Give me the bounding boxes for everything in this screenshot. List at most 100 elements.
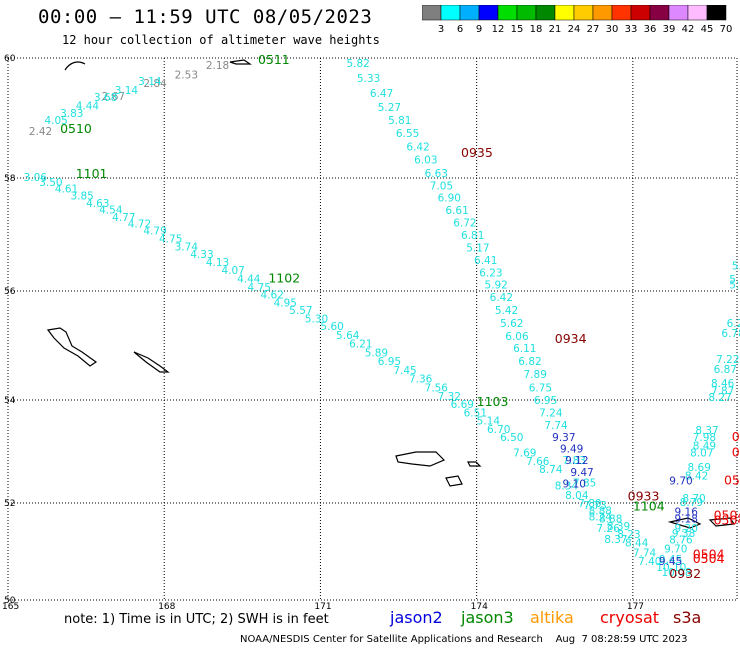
wave-height-label: 8.27: [708, 392, 731, 404]
colorbar-label: 18: [530, 24, 543, 35]
wave-height-label: 7.73: [583, 500, 606, 512]
coastline: [467, 461, 482, 467]
coastline: [46, 327, 98, 367]
pass-time-label: 0504: [714, 512, 740, 527]
wave-height-label: 7.05: [430, 180, 453, 192]
wave-height-label: 6.75: [529, 382, 552, 394]
wave-height-label: 5.84: [729, 280, 740, 292]
pass-time-label: 1104: [633, 498, 665, 513]
pass-time-label: 0933: [628, 488, 660, 503]
wave-height-label: 7.26: [596, 523, 620, 535]
coastline: [395, 451, 446, 467]
pass-time-label: 0504: [693, 546, 725, 561]
pass-time-label: 0503: [732, 445, 740, 460]
wave-height-label: 4.79: [143, 226, 166, 238]
wave-height-label: 5.42: [495, 305, 518, 317]
wave-height-label: 3.85: [70, 190, 93, 202]
wave-height-label: 10.10: [656, 562, 686, 574]
wave-height-label: 8.79: [680, 497, 703, 509]
pass-time-label: 1101: [76, 166, 108, 181]
wave-height-label: 6.95: [534, 395, 557, 407]
lon-label: 171: [314, 602, 331, 612]
wave-height-label: 9.10: [563, 479, 586, 491]
wave-height-label: 5.14: [477, 416, 501, 428]
colorbar-label: 45: [701, 24, 714, 35]
wave-height-label: 9.38: [672, 528, 695, 540]
lon-label: 174: [471, 602, 488, 612]
wave-height-label: 8.24: [589, 511, 613, 523]
lat-label: 52: [4, 499, 15, 509]
wave-height-label: 7.22: [716, 354, 739, 366]
wave-height-label: 6.95: [378, 356, 401, 368]
colorbar-label: 42: [682, 24, 695, 35]
wave-height-label: 4.05: [44, 115, 67, 127]
wave-height-label: 9.70: [669, 475, 692, 487]
wave-height-label: 8.46: [711, 378, 735, 390]
wave-height-label: 5.30: [305, 314, 328, 326]
wave-height-label: 7.56: [425, 382, 449, 394]
wave-height-label: 4.61: [55, 184, 78, 196]
wave-height-label: 5.33: [357, 73, 380, 85]
wave-height-label: 6.81: [461, 230, 484, 242]
wave-height-label: 3.14: [138, 76, 162, 88]
wave-height-label: 8.34: [555, 481, 579, 493]
coastline: [708, 517, 736, 527]
wave-height-label: 4.75: [248, 282, 271, 294]
wave-height-label: 7.32: [438, 391, 461, 403]
wave-height-label: 6.42: [490, 292, 513, 304]
wave-height-label: 7.45: [393, 365, 416, 377]
wave-height-label: 2.18: [206, 60, 229, 72]
wave-height-label: 5.27: [378, 102, 401, 114]
lat-label: 50: [4, 596, 16, 606]
wave-height-label: 4.62: [261, 290, 284, 302]
legend-jason3: jason3: [461, 608, 514, 627]
wave-height-label: 2.53: [175, 69, 198, 81]
pass-time-label: 1103: [477, 394, 509, 409]
wave-height-label: 7.74: [544, 420, 568, 432]
wave-height-label: 6.11: [513, 343, 536, 355]
wave-height-label: 4.44: [237, 274, 261, 286]
coastline: [667, 517, 702, 529]
wave-height-label: 6.72: [453, 218, 476, 230]
lon-label: 168: [158, 602, 175, 612]
wave-height-label: 9.20: [675, 523, 698, 535]
colorbar-label: 9: [476, 24, 482, 35]
wave-height-label: 8.88: [599, 513, 622, 525]
wave-height-label: 5.57: [289, 305, 312, 317]
lon-label: 177: [627, 602, 644, 612]
pass-time-label: 0932: [669, 566, 701, 581]
wave-height-label: 2.84: [143, 78, 167, 90]
colorbar-label: 33: [625, 24, 638, 35]
lat-label: 56: [4, 287, 16, 297]
wave-height-label: 5.89: [365, 347, 388, 359]
wave-height-label: 6.70: [487, 424, 510, 436]
wave-height-label: 7.98: [693, 432, 716, 444]
wave-height-label: 4.63: [86, 198, 109, 210]
wave-height-label: 8.74: [539, 464, 563, 476]
colorbar-label: 30: [606, 24, 619, 35]
wave-height-label: 8.04: [565, 490, 589, 502]
wave-height-label: 2.67: [102, 91, 125, 103]
wave-height-label: 4.44: [76, 101, 100, 113]
colorbar-label: 12: [492, 24, 505, 35]
wave-height-label: 4.95: [274, 297, 297, 309]
wave-height-label: 9.37: [552, 432, 575, 444]
wave-height-label: 7.66: [526, 456, 550, 468]
wave-height-label: 10.08: [661, 567, 691, 579]
colorbar-label: 3: [438, 24, 444, 35]
pass-time-label: 0504: [714, 507, 740, 522]
wave-height-label: 6.50: [500, 432, 523, 444]
wave-height-label: 5.17: [466, 242, 489, 254]
wave-height-label: 8.37: [604, 534, 627, 546]
wave-height-label: 9.45: [659, 554, 682, 566]
wave-height-label: 6.87: [714, 364, 737, 376]
wave-height-label: 7.85: [573, 478, 596, 490]
wave-height-label: 6.55: [396, 128, 419, 140]
wave-height-label: 4.07: [221, 265, 244, 277]
wave-height-label: 8.39: [607, 521, 630, 533]
wave-height-label: 6.42: [406, 141, 429, 153]
wave-height-label: 7.80: [578, 498, 601, 510]
wave-height-label: 6.78: [721, 328, 740, 340]
wave-height-label: 9.12: [565, 455, 588, 467]
